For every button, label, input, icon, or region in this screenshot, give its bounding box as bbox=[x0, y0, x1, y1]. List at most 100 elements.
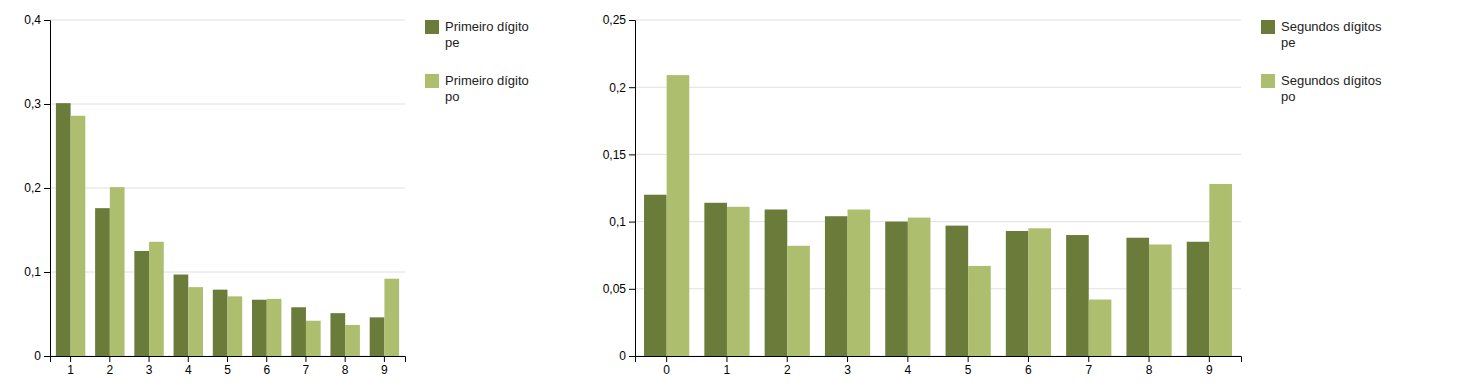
tick-mark bbox=[726, 356, 727, 362]
tick-mark bbox=[1209, 356, 1210, 362]
legend-item: Segundos dígitospe bbox=[1261, 19, 1382, 50]
tick-mark bbox=[44, 272, 50, 273]
tick-mark bbox=[907, 356, 908, 362]
tick-mark bbox=[305, 356, 306, 362]
bar bbox=[1066, 235, 1089, 356]
bar bbox=[267, 299, 282, 356]
tick-mark bbox=[44, 356, 50, 357]
tick: 5 bbox=[224, 356, 231, 377]
axis-domain bbox=[51, 357, 406, 363]
tick-label: 0 bbox=[34, 349, 41, 363]
legend-item: Primeiro dígitopo bbox=[425, 73, 529, 104]
figure: 12345678900,10,20,30,4Primeiro dígitopeP… bbox=[0, 0, 1481, 390]
bar bbox=[848, 210, 871, 356]
legend-label: Primeiro dígitopo bbox=[445, 73, 529, 104]
tick-label: 6 bbox=[263, 363, 270, 377]
tick-label: 0,2 bbox=[24, 181, 41, 195]
tick-mark bbox=[44, 188, 50, 189]
grid bbox=[50, 20, 405, 356]
legend-swatch bbox=[425, 74, 439, 88]
bar bbox=[1006, 231, 1029, 356]
bar bbox=[291, 307, 306, 356]
tick-label: 7 bbox=[303, 363, 310, 377]
bar bbox=[71, 116, 86, 356]
bar bbox=[213, 290, 228, 356]
tick-mark bbox=[1028, 356, 1029, 362]
tick-label: 0,05 bbox=[603, 282, 627, 296]
tick-mark bbox=[629, 87, 635, 88]
tick-mark bbox=[70, 356, 71, 362]
tick-label: 0,15 bbox=[603, 148, 627, 162]
tick-label: 4 bbox=[905, 363, 912, 377]
tick: 3 bbox=[146, 356, 153, 377]
tick-mark bbox=[968, 356, 969, 362]
bar bbox=[95, 208, 110, 356]
bar bbox=[1089, 300, 1112, 356]
tick-mark bbox=[1088, 356, 1089, 362]
tick-label: 0,25 bbox=[603, 13, 627, 27]
bar bbox=[825, 216, 848, 356]
tick-label: 8 bbox=[1146, 363, 1153, 377]
grid-line bbox=[50, 188, 405, 189]
grid bbox=[635, 20, 1241, 356]
bar bbox=[134, 251, 149, 356]
bar bbox=[110, 187, 125, 356]
bar-series bbox=[71, 116, 400, 356]
bar bbox=[787, 246, 810, 356]
bar bbox=[188, 287, 203, 356]
tick: 0,2 bbox=[24, 181, 50, 195]
tick: 8 bbox=[342, 356, 349, 377]
bar bbox=[306, 321, 321, 356]
bar bbox=[1149, 244, 1172, 356]
tick-label: 6 bbox=[1025, 363, 1032, 377]
tick-label: 0,3 bbox=[24, 97, 41, 111]
tick-mark bbox=[384, 356, 385, 362]
bar bbox=[330, 313, 345, 356]
tick-mark bbox=[149, 356, 150, 362]
tick-label: 9 bbox=[381, 363, 388, 377]
tick-label: 1 bbox=[67, 363, 74, 377]
bar bbox=[56, 103, 71, 356]
tick: 6 bbox=[1025, 356, 1032, 377]
tick: 0,15 bbox=[603, 148, 635, 162]
tick-mark bbox=[847, 356, 848, 362]
tick-label: 1 bbox=[724, 363, 731, 377]
tick-mark bbox=[629, 289, 635, 290]
tick-mark bbox=[44, 20, 50, 21]
tick: 0,3 bbox=[24, 97, 50, 111]
bar bbox=[1187, 242, 1210, 356]
legend-swatch bbox=[425, 20, 439, 34]
bar bbox=[345, 325, 360, 356]
bar bbox=[174, 275, 189, 356]
bar bbox=[149, 242, 164, 356]
bar bbox=[885, 222, 908, 356]
bar-series bbox=[644, 195, 1209, 356]
tick: 2 bbox=[784, 356, 791, 377]
bar bbox=[252, 300, 267, 356]
bar bbox=[228, 296, 243, 356]
axis-domain bbox=[629, 21, 636, 357]
tick-mark bbox=[629, 154, 635, 155]
tick: 0,25 bbox=[603, 13, 635, 27]
legend-item: Primeiro dígitope bbox=[425, 19, 529, 50]
legend: Segundos dígitospeSegundos dígitospo bbox=[1261, 19, 1382, 104]
legend: Primeiro dígitope Primeiro dígitopo bbox=[425, 19, 529, 104]
chart: 012345678900,050,10,150,20,25 bbox=[603, 13, 1242, 376]
tick-label: 5 bbox=[965, 363, 972, 377]
tick-label: 0,4 bbox=[24, 13, 41, 27]
tick-label: 0,1 bbox=[609, 215, 626, 229]
tick: 0,2 bbox=[609, 81, 635, 95]
tick: 7 bbox=[303, 356, 310, 377]
tick-mark bbox=[109, 356, 110, 362]
tick-mark bbox=[1149, 356, 1150, 362]
tick-mark bbox=[787, 356, 788, 362]
tick-mark bbox=[227, 356, 228, 362]
tick: 4 bbox=[905, 356, 912, 377]
tick: 4 bbox=[185, 356, 192, 377]
tick: 3 bbox=[844, 356, 851, 377]
tick: 0,4 bbox=[24, 13, 50, 27]
tick-label: 0,1 bbox=[24, 265, 41, 279]
tick: 0,1 bbox=[24, 265, 50, 279]
tick-mark bbox=[44, 104, 50, 105]
bar bbox=[946, 226, 969, 356]
